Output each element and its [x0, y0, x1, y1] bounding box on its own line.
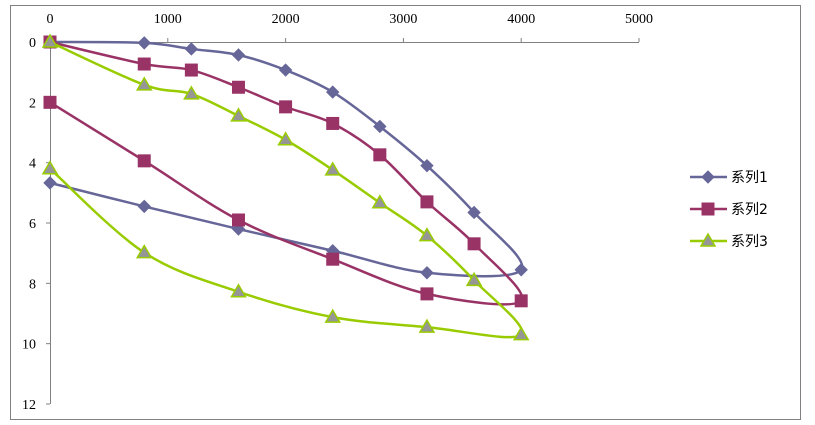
series-2: [43, 35, 528, 308]
chart-border: [10, 5, 801, 420]
data-point-diamond: [467, 205, 481, 220]
legend: 系列1 系列2 系列3: [690, 170, 768, 250]
y-tick-label: 2: [29, 96, 36, 111]
data-point-triangle: [465, 271, 483, 287]
data-point-triangle: [418, 318, 436, 333]
data-point-triangle: [324, 161, 342, 176]
data-point-triangle: [135, 76, 153, 91]
data-point-diamond: [373, 119, 387, 134]
data-point-square: [326, 252, 340, 266]
y-tick-label: 4: [29, 157, 36, 172]
data-point-triangle: [418, 227, 436, 242]
data-point-triangle: [277, 131, 294, 146]
data-point-square: [137, 57, 151, 71]
data-point-square: [326, 116, 340, 130]
data-point-square: [467, 237, 481, 251]
data-point-square: [420, 287, 434, 301]
data-point-triangle: [371, 194, 389, 209]
legend-item: 系列3: [690, 232, 768, 250]
y-tick-label: 8: [29, 277, 36, 292]
data-point-triangle: [183, 85, 200, 100]
data-point-square: [137, 154, 151, 168]
data-point-square: [514, 294, 528, 308]
data-point-diamond: [184, 42, 199, 56]
data-point-triangle: [41, 160, 59, 175]
data-point-diamond: [420, 158, 434, 173]
legend-marker-triangle: [699, 232, 717, 247]
data-point-triangle: [512, 326, 530, 341]
y-tick-label: 10: [22, 338, 36, 353]
data-point-diamond: [137, 36, 151, 50]
data-point-diamond: [326, 85, 340, 99]
legend-label: 系列1: [731, 170, 768, 186]
legend-label: 系列2: [731, 202, 768, 218]
axes: 0 1000 2000 3000 4000 5000 0 2 4 6 8 10 12: [22, 12, 653, 413]
x-tick-label: 0: [47, 12, 54, 27]
data-point-diamond: [514, 263, 528, 277]
data-point-square: [231, 80, 245, 94]
series-3: [41, 33, 530, 341]
x-tick-label: 3000: [389, 12, 417, 27]
x-tick-label: 4000: [507, 12, 535, 27]
data-point-square: [43, 95, 57, 109]
x-tick-label: 2000: [272, 12, 300, 27]
x-tick-label: 1000: [154, 12, 182, 27]
legend-marker-diamond: [701, 170, 715, 184]
legend-label: 系列3: [731, 234, 768, 250]
x-tick-label: 5000: [625, 12, 653, 27]
data-point-diamond: [43, 176, 57, 190]
data-point-triangle: [135, 244, 153, 259]
data-point-square: [373, 148, 387, 162]
legend-item: 系列1: [690, 170, 768, 186]
data-point-square: [184, 63, 198, 77]
data-point-square: [279, 100, 293, 114]
data-point-triangle: [41, 33, 59, 48]
data-point-square: [231, 213, 245, 227]
series-line: [49, 40, 524, 278]
y-tick-label: 0: [29, 36, 36, 51]
series-layer: [41, 33, 530, 341]
legend-marker-square: [701, 202, 715, 216]
data-point-diamond: [278, 63, 293, 77]
y-tick-label: 12: [22, 398, 36, 413]
data-point-diamond: [231, 48, 246, 62]
legend-item: 系列2: [690, 202, 768, 218]
data-point-triangle: [324, 308, 342, 323]
data-point-diamond: [420, 266, 434, 280]
y-tick-label: 6: [29, 217, 36, 232]
data-point-triangle: [230, 107, 247, 122]
data-point-diamond: [137, 199, 151, 214]
data-point-triangle: [230, 283, 247, 298]
data-point-square: [420, 195, 434, 209]
